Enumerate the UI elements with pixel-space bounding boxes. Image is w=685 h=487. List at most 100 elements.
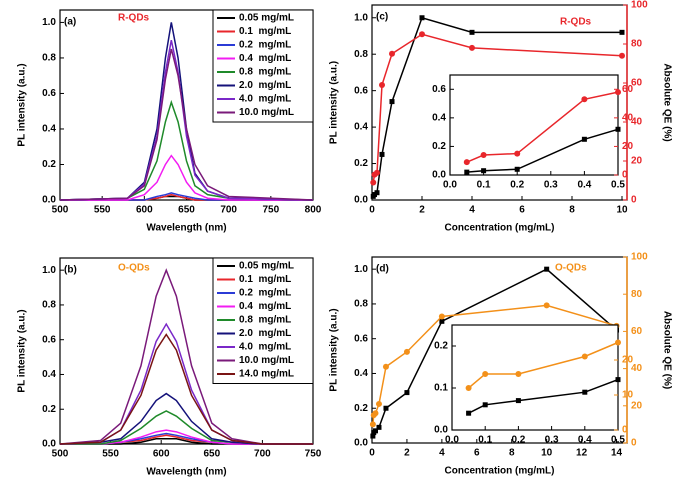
x-tick-label: 0.0 — [443, 180, 457, 191]
y-tick-label: 0.8 — [354, 49, 368, 60]
y-tick-label: 0.2 — [42, 159, 56, 170]
series-line — [60, 154, 313, 201]
series-line — [59, 268, 313, 445]
y-axis-label: PL intensity (a.u.) — [329, 308, 340, 391]
data-point — [514, 166, 520, 172]
legend-label: 0.2 mg/mL — [239, 288, 291, 299]
x-tick-label: 0.4 — [578, 435, 592, 446]
data-point — [619, 52, 625, 59]
x-tick-label: 0 — [369, 205, 375, 216]
data-point — [480, 152, 487, 158]
x-tick-label: 12 — [576, 448, 588, 459]
data-point — [482, 371, 489, 377]
x-tick-label: 650 — [203, 449, 220, 460]
x-tick-label: 650 — [178, 205, 195, 216]
x-tick-label: 0.5 — [611, 180, 625, 191]
y-tick-label: 0.0 — [354, 438, 368, 449]
y-tick-label: 0.6 — [432, 84, 446, 95]
x-tick-label: 0.2 — [510, 180, 524, 191]
legend-label: 0.1 mg/mL — [239, 274, 291, 285]
data-point — [374, 169, 380, 176]
x-tick-label: 4 — [439, 448, 445, 459]
x-tick-label: 0.3 — [544, 180, 558, 191]
y2-tick-label: 10 — [622, 390, 634, 401]
x-tick-label: 8 — [569, 205, 575, 216]
legend-label: 4.0 mg/mL — [239, 94, 291, 105]
annotation: O-QDs — [118, 263, 150, 274]
panel-label: (d) — [376, 264, 389, 275]
x-tick-label: 14 — [611, 448, 623, 459]
y2-axis-label: Absolute QE (%) — [661, 311, 672, 389]
data-point — [615, 126, 621, 132]
data-point — [374, 190, 380, 196]
y2-axis-label: Absolute QE (%) — [661, 63, 672, 141]
x-tick-label: 600 — [153, 449, 170, 460]
legend-label: 10.0 mg/mL — [239, 107, 294, 118]
y-tick-label: 0.4 — [354, 368, 368, 379]
y2-tick-label: 40 — [631, 363, 643, 374]
x-tick-label: 500 — [52, 449, 69, 460]
data-point — [369, 421, 376, 428]
y2-tick-label: 20 — [622, 141, 634, 152]
y2-tick-label: 60 — [631, 326, 643, 337]
x-tick-label: 750 — [262, 205, 279, 216]
legend-label: 4.0 mg/mL — [239, 342, 291, 353]
y-tick-label: 0.4 — [432, 112, 446, 123]
data-point — [465, 385, 472, 391]
x-tick-label: 800 — [305, 205, 322, 216]
plot-frame — [449, 74, 619, 176]
annotation: R-QDs — [560, 17, 592, 28]
series-line — [59, 333, 313, 445]
x-tick-label: 2 — [419, 205, 425, 216]
data-point — [379, 151, 385, 157]
x-tick-label: 0.3 — [545, 435, 559, 446]
x-tick-label: 0.1 — [477, 180, 491, 191]
x-axis-label: Concentration (mg/mL) — [445, 466, 555, 477]
y-tick-label: 0.0 — [42, 439, 56, 450]
panel-label: (a) — [64, 17, 76, 28]
y-tick-label: 0.8 — [42, 300, 56, 311]
series-line — [60, 429, 313, 445]
data-point — [379, 81, 385, 88]
x-tick-label: 2 — [404, 448, 410, 459]
y-tick-label: 0.6 — [42, 334, 56, 345]
data-point — [419, 31, 425, 38]
y-tick-label: 0.0 — [354, 195, 368, 206]
x-tick-label: 6 — [474, 448, 480, 459]
y-tick-label: 0.4 — [354, 122, 368, 133]
data-point — [469, 29, 475, 35]
x-tick-label: 550 — [94, 205, 111, 216]
data-point — [615, 377, 621, 383]
series-line — [59, 99, 314, 201]
legend-label: 14.0 mg/mL — [239, 369, 294, 380]
y-tick-label: 0.2 — [42, 404, 56, 415]
legend-label: 10.0 mg/mL — [239, 355, 294, 366]
data-point — [403, 348, 410, 355]
y-tick-label: 0.2 — [432, 141, 446, 152]
y2-tick-label: 100 — [631, 252, 648, 263]
y2-tick-label: 40 — [622, 112, 634, 123]
data-point — [481, 168, 487, 174]
x-tick-label: 8 — [509, 448, 515, 459]
y-tick-label: 0.6 — [354, 85, 368, 96]
x-tick-label: 0 — [369, 448, 375, 459]
data-point — [463, 159, 470, 166]
y-tick-label: 0.6 — [42, 88, 56, 99]
data-point — [581, 96, 588, 103]
y2-tick-label: 100 — [631, 0, 648, 11]
data-point — [469, 44, 475, 51]
y-tick-label: 1.0 — [42, 17, 56, 28]
data-point — [543, 302, 550, 309]
x-tick-label: 0.2 — [511, 435, 525, 446]
y-tick-label: 0.0 — [434, 425, 448, 436]
x-tick-label: 6 — [519, 205, 525, 216]
y-tick-label: 0.1 — [434, 383, 448, 394]
data-point — [466, 410, 472, 416]
y2-tick-label: 20 — [631, 156, 643, 167]
legend-label: 0.05 mg/mL — [239, 13, 294, 24]
legend-box — [212, 9, 314, 123]
data-point — [464, 169, 470, 175]
y2-tick-label: 20 — [622, 355, 634, 366]
legend-label: 0.8 mg/mL — [239, 315, 291, 326]
